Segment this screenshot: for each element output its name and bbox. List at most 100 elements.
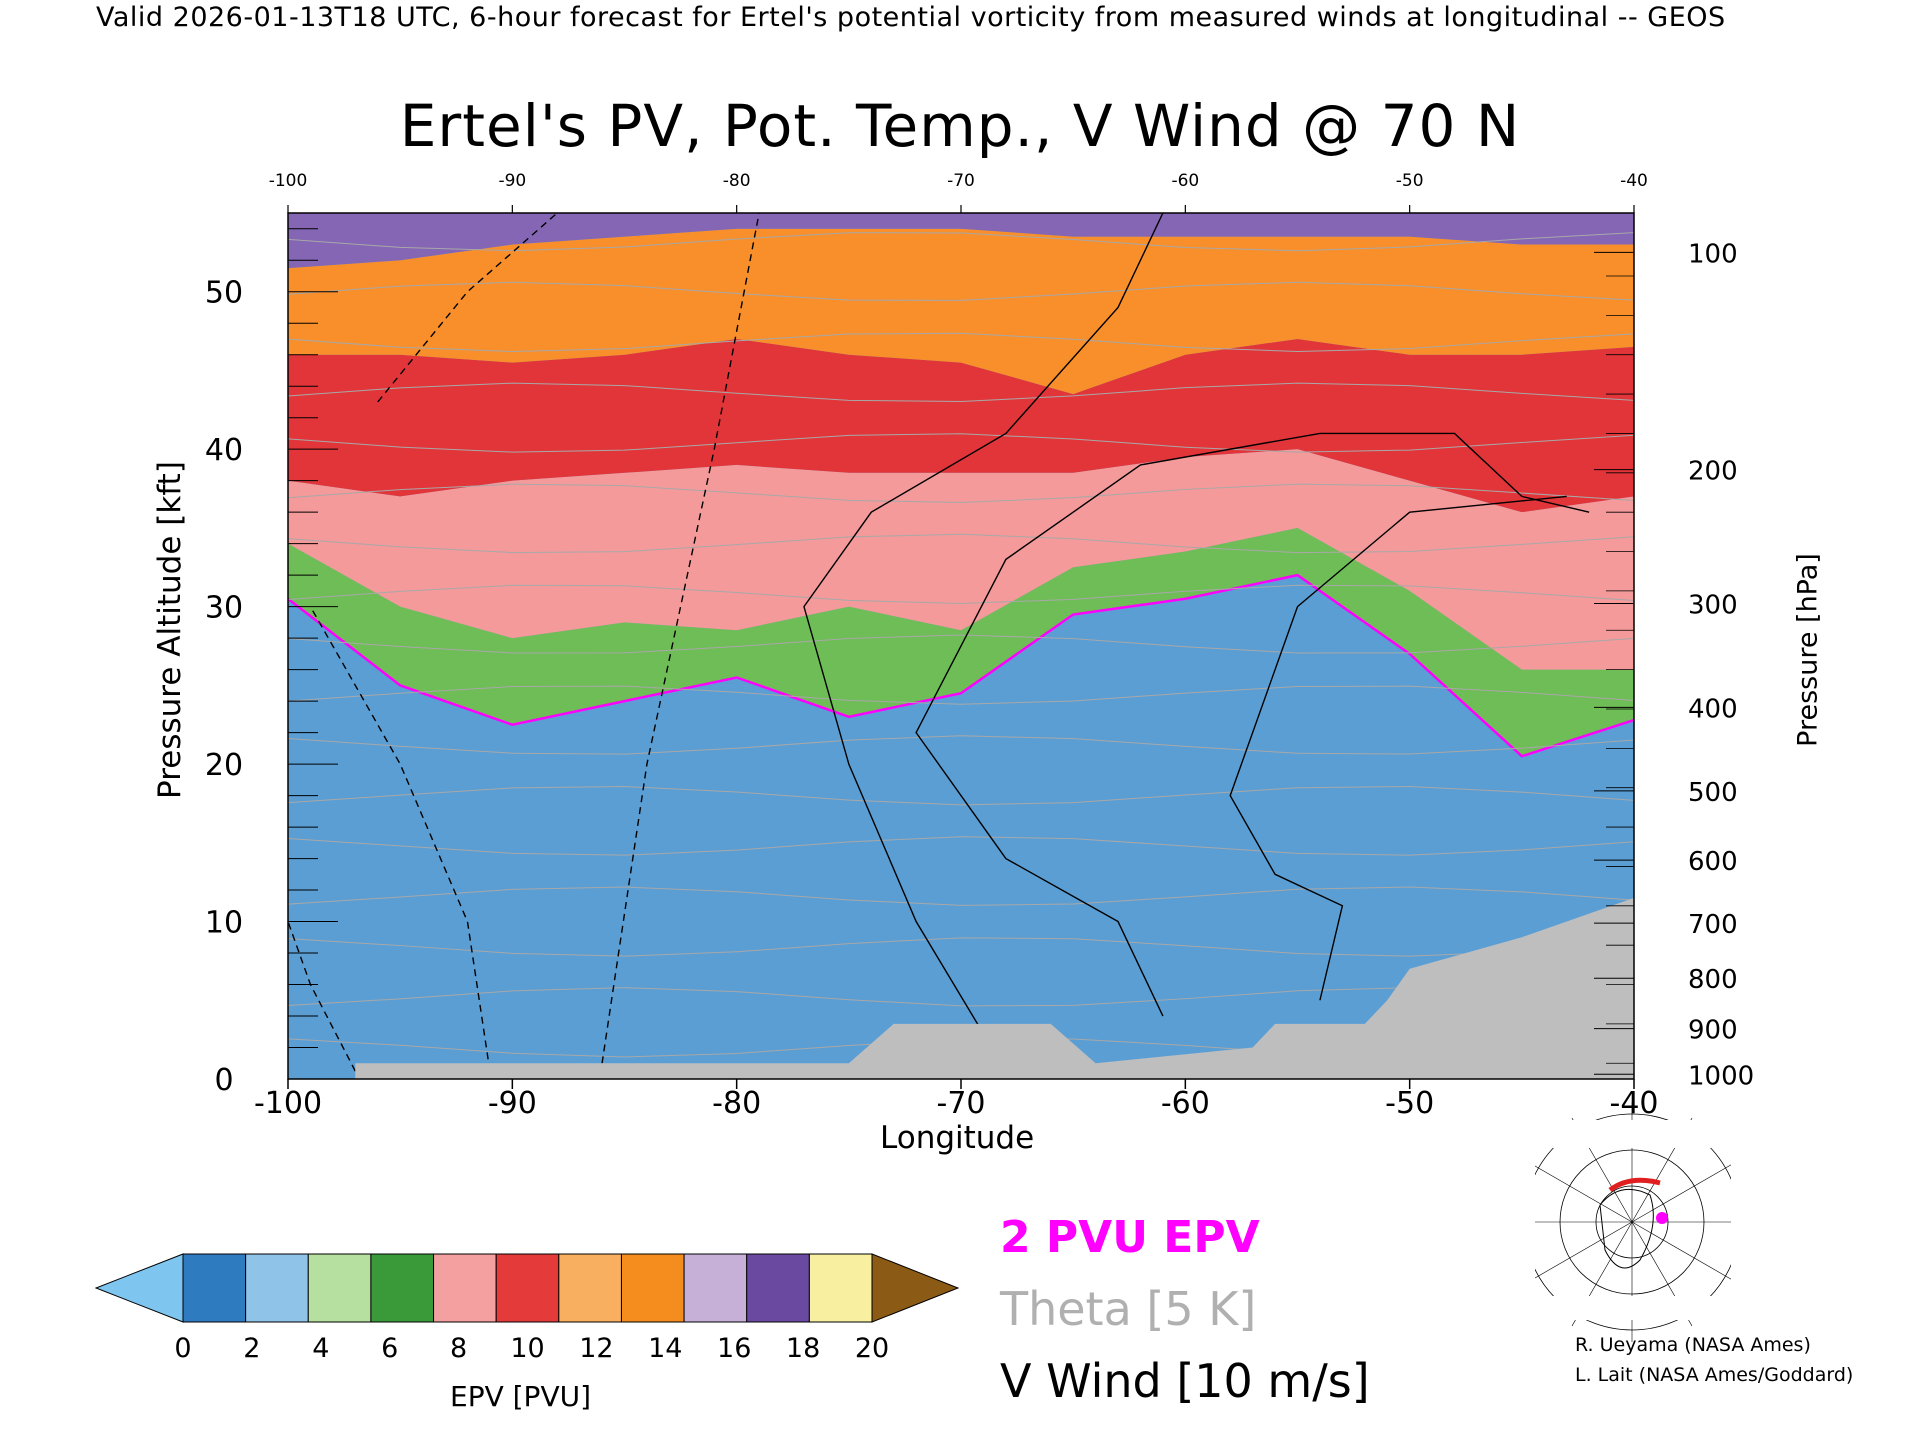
theta-contour — [288, 584, 1634, 604]
x-tick-label: -50 — [1385, 1086, 1434, 1121]
colorbar-segment — [620, 1253, 685, 1323]
axes: -100 -90 -80 -70 -60 -50 -40 -100 -90 -80 -70 -60 -5… — [205, 171, 1754, 1121]
colorbar-segment — [808, 1253, 873, 1323]
colorbar-tick-label: 4 — [312, 1333, 329, 1364]
colorbar-segment — [370, 1253, 435, 1323]
pressure-tick-label: 100 — [1688, 239, 1738, 269]
credit-line-2: L. Lait (NASA Ames/Goddard) — [1575, 1364, 1854, 1386]
epv-band-8-12 — [288, 338, 1634, 513]
chart-title: Ertel's PV, Pot. Temp., V Wind @ 70 N — [399, 92, 1521, 160]
y-axis-label-right: Pressure [hPa] — [1792, 553, 1824, 747]
colorbar-tick-label: 0 — [174, 1333, 191, 1364]
pressure-tick-label: 200 — [1688, 457, 1738, 487]
theta-contour — [288, 836, 1634, 856]
colorbar-tick-label: 12 — [579, 1333, 613, 1364]
pressure-tick-label: 700 — [1688, 910, 1738, 940]
pressure-tick-label: 1000 — [1688, 1061, 1754, 1091]
legend-theta: Theta [5 K] — [1000, 1282, 1257, 1336]
colorbar-tick-label: 8 — [450, 1333, 467, 1364]
locator-meridian — [1631, 1221, 1737, 1283]
top-x-tick-label: -80 — [723, 171, 751, 191]
y-tick-label: 10 — [205, 906, 243, 941]
y-tick-label: 30 — [205, 591, 243, 626]
page-header: Valid 2026-01-13T18 UTC, 6-hour forecast… — [96, 2, 1726, 33]
v-wind-contour — [601, 213, 760, 1064]
colorbar-segment — [683, 1253, 748, 1323]
theta-contour — [288, 533, 1634, 554]
colorbar-segment — [495, 1253, 560, 1323]
theta-contour — [288, 281, 1634, 301]
theta-contour — [288, 433, 1634, 453]
colorbar-segment — [746, 1253, 810, 1323]
top-x-tick-label: -50 — [1396, 171, 1424, 191]
theta-contour — [288, 332, 1634, 353]
colorbar: 0 2 4 6 8 10 12 14 16 18 20 — [94, 1253, 960, 1364]
locator-section-line — [1608, 1177, 1661, 1193]
y-tick-label: 40 — [205, 433, 243, 468]
top-x-tick-label: -90 — [498, 171, 526, 191]
v-wind-contour — [803, 213, 1164, 1072]
y-tick-label: 50 — [205, 276, 243, 311]
theta-contour — [288, 232, 1634, 252]
x-tick-label: -90 — [488, 1086, 537, 1121]
colorbar-tick-label: 2 — [243, 1333, 260, 1364]
theta-contour — [288, 685, 1634, 705]
colorbar-segment — [182, 1253, 247, 1323]
theta-contour — [288, 382, 1634, 403]
legend-v-wind: V Wind [10 m/s] — [1000, 1354, 1370, 1408]
theta-contour — [288, 786, 1634, 806]
locator-mask — [1500, 1120, 1760, 1320]
theta-contour — [288, 937, 1634, 957]
y-tick-label: 20 — [205, 748, 243, 783]
v-wind-contour — [309, 606, 491, 1072]
locator-meridian — [1527, 1161, 1633, 1223]
colorbar-label: EPV [PVU] — [450, 1380, 592, 1413]
locator-meridian — [1631, 1161, 1737, 1223]
colorbar-over-arrow — [871, 1253, 960, 1323]
credit-line-1: R. Ueyama (NASA Ames) — [1575, 1334, 1811, 1356]
colorbar-tick-label: 18 — [786, 1333, 820, 1364]
colorbar-tick-label: 6 — [381, 1333, 398, 1364]
theta-contour — [288, 886, 1634, 906]
top-x-tick-label: -70 — [947, 171, 975, 191]
x-tick-label: -70 — [937, 1086, 986, 1121]
colorbar-segment — [307, 1253, 372, 1323]
epv-band-16-plus — [288, 213, 1634, 269]
colorbar-segment — [433, 1253, 497, 1323]
top-x-tick-label: -60 — [1171, 171, 1199, 191]
v-wind-contour — [377, 213, 558, 403]
two-pvu-line — [288, 573, 1634, 758]
theta-contour — [288, 735, 1634, 755]
pressure-tick-label: 400 — [1688, 694, 1738, 724]
epv-band-2-4 — [288, 527, 1634, 757]
colorbar-tick-label: 10 — [510, 1333, 544, 1364]
x-tick-label: -60 — [1161, 1086, 1210, 1121]
v-wind-contour — [1229, 495, 1567, 1001]
colorbar-segment — [245, 1253, 309, 1323]
x-tick-label: -80 — [712, 1086, 761, 1121]
x-axis-label: Longitude — [880, 1120, 1035, 1156]
pressure-tick-label: 600 — [1688, 847, 1738, 877]
colorbar-tick-label: 20 — [855, 1333, 889, 1364]
x-tick-label: -100 — [254, 1086, 322, 1121]
locator-marker — [1656, 1212, 1668, 1224]
theta-contour — [288, 483, 1634, 504]
locator-map — [1500, 1102, 1760, 1342]
top-x-tick-label: -40 — [1620, 171, 1648, 191]
pressure-tick-label: 500 — [1688, 778, 1738, 808]
locator-coastline — [1599, 1188, 1654, 1269]
top-x-tick-label: -100 — [269, 171, 308, 191]
pressure-tick-label: 300 — [1688, 590, 1738, 620]
y-axis-label-left: Pressure Altitude [kft] — [152, 461, 188, 799]
legend-epv-2pvu: 2 PVU EPV — [1000, 1212, 1260, 1263]
colorbar-under-arrow — [94, 1253, 184, 1323]
v-wind-contour — [915, 432, 1590, 1017]
theta-contour — [288, 634, 1634, 654]
colorbar-tick-label: 16 — [717, 1333, 751, 1364]
terrain-mask — [288, 897, 1634, 1079]
colorbar-tick-label: 14 — [648, 1333, 682, 1364]
pressure-tick-label: 800 — [1688, 965, 1738, 995]
epv-band-12-16 — [288, 228, 1634, 395]
y-tick-label: 0 — [214, 1063, 233, 1098]
